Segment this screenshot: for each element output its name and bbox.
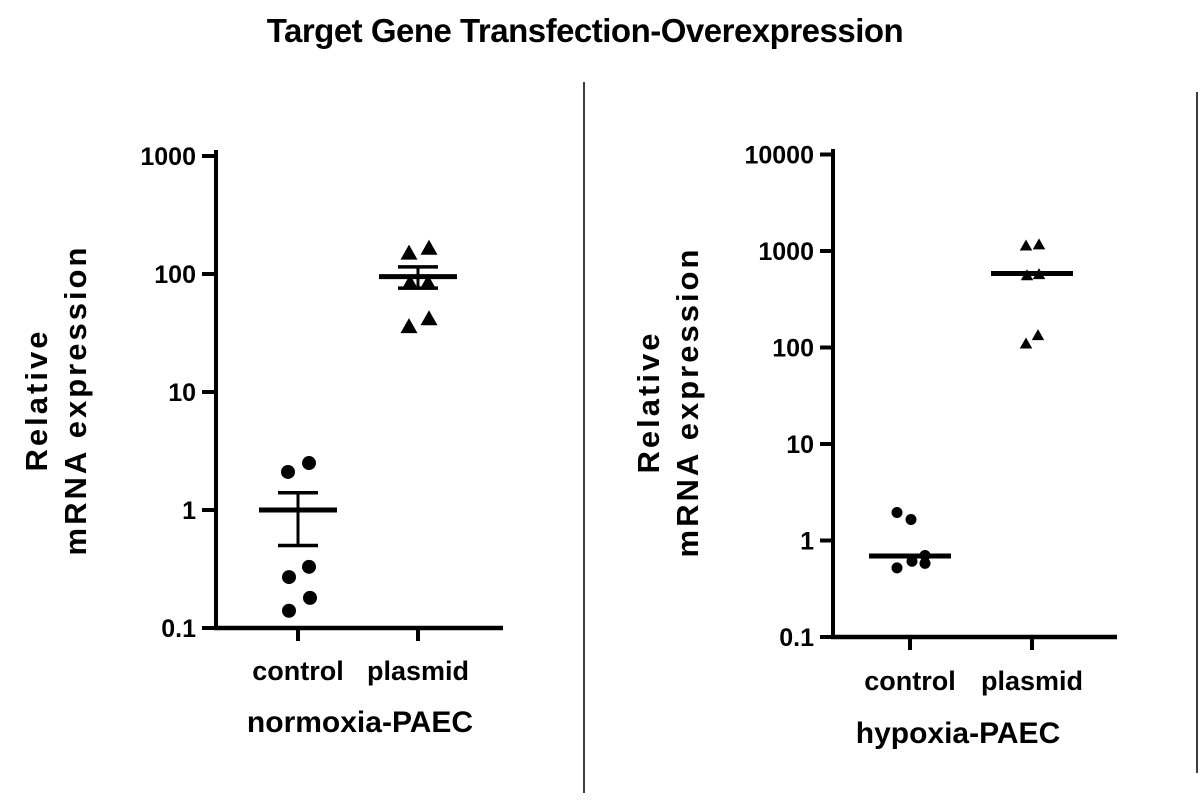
data-point-circle (891, 562, 903, 574)
x-axis-title-hypoxia: hypoxia-PAEC (855, 717, 1061, 750)
data-point-circle (891, 507, 903, 519)
y-tick-label: 100 (772, 335, 814, 363)
data-point-circle (302, 456, 316, 471)
y-tick-label: 1 (182, 497, 196, 525)
y-tick-label: 10000 (744, 142, 814, 170)
data-point-circle (919, 557, 931, 569)
x-tick-label: control (864, 666, 956, 696)
data-point-triangle (1019, 239, 1033, 251)
data-point-triangle (420, 239, 438, 255)
data-point-circle (282, 603, 296, 618)
x-tick-label: control (252, 656, 344, 686)
y-axis-label-hypoxia: Relative mRNA expression (629, 202, 707, 602)
y-axis-label-normoxia: Relative mRNA expression (17, 200, 95, 600)
x-tick-label: plasmid (367, 656, 469, 686)
data-point-triangle (400, 244, 418, 260)
y-tick-label: 1000 (140, 143, 196, 171)
figure-title: Target Gene Transfection-Overexpression (266, 12, 904, 49)
y-tick-label: 0.1 (161, 615, 196, 643)
data-point-circle (302, 559, 316, 574)
data-point-triangle (419, 274, 437, 290)
y-axis-label-line1: Relative (631, 330, 666, 474)
panel-divider-line (583, 82, 585, 793)
x-tick-label: plasmid (981, 666, 1083, 696)
y-tick-label: 1000 (758, 238, 814, 266)
data-point-triangle (1031, 329, 1045, 341)
data-point-triangle (401, 274, 419, 290)
y-tick-label: 1 (800, 528, 814, 556)
y-tick-label: 100 (154, 261, 196, 289)
data-point-circle (281, 464, 295, 479)
x-axis-title-normoxia: normoxia-PAEC (246, 706, 474, 739)
data-point-circle (905, 514, 917, 526)
y-tick-label: 10 (786, 431, 814, 459)
data-point-triangle (1032, 238, 1046, 250)
data-point-circle (303, 590, 317, 605)
data-point-triangle (1019, 337, 1033, 349)
data-point-triangle (420, 310, 438, 326)
y-tick-label: 0.1 (779, 624, 814, 652)
y-axis-label-line2: mRNA expression (670, 246, 705, 558)
y-axis-label-line1: Relative (19, 328, 54, 472)
data-point-triangle (400, 318, 418, 334)
y-axis-label-line2: mRNA expression (58, 244, 93, 556)
right-border-line (1196, 92, 1198, 773)
data-point-circle (282, 570, 296, 585)
y-tick-label: 10 (168, 379, 196, 407)
